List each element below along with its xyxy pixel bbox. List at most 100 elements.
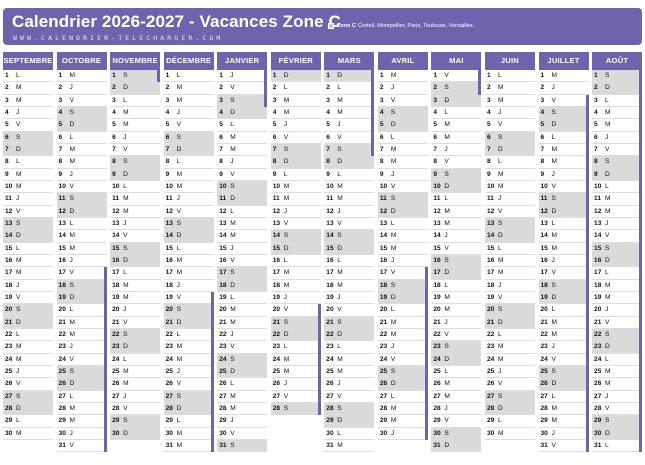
weekday-letter: M bbox=[16, 257, 22, 265]
day-number: 30 bbox=[58, 429, 66, 437]
day-row: 10 M bbox=[324, 181, 375, 194]
weekday-letter: S bbox=[444, 170, 449, 178]
day-row: 15 V bbox=[431, 243, 482, 255]
day-row: 22 J bbox=[217, 329, 268, 342]
day-row: 31 D bbox=[431, 439, 482, 453]
weekday-letter: S bbox=[337, 318, 342, 326]
weekday-letter: D bbox=[497, 318, 503, 326]
weekday-letter: M bbox=[551, 405, 558, 413]
day-row: 27 S bbox=[3, 390, 53, 403]
weekday-letter: J bbox=[605, 133, 609, 141]
weekday-letter: L bbox=[605, 355, 609, 363]
weekday-letter: J bbox=[444, 318, 448, 326]
day-number: 18 bbox=[219, 281, 227, 289]
weekday-letter: V bbox=[444, 331, 449, 339]
day-row: 16 J bbox=[377, 255, 428, 268]
weekday-letter: M bbox=[337, 368, 343, 376]
day-row: 26 J bbox=[324, 378, 375, 391]
weekday-letter: V bbox=[123, 405, 128, 413]
weekday-letter: J bbox=[444, 405, 448, 413]
day-number: 3 bbox=[486, 96, 491, 104]
weekday-letter: S bbox=[283, 405, 289, 413]
day-row: 23 M bbox=[163, 341, 214, 354]
weekday-letter: M bbox=[605, 207, 611, 215]
weekday-letter: S bbox=[497, 392, 503, 400]
weekday-letter: S bbox=[497, 220, 503, 228]
day-row: 27 V bbox=[270, 391, 321, 403]
day-number: 21 bbox=[165, 318, 173, 326]
day-number: 4 bbox=[58, 109, 63, 117]
day-row: 26 D bbox=[56, 378, 107, 391]
legend-swatch bbox=[328, 23, 334, 29]
day-row: 19 M bbox=[431, 292, 482, 305]
day-number: 20 bbox=[540, 306, 548, 314]
day-number: 13 bbox=[272, 220, 281, 228]
weekday-letter: M bbox=[123, 195, 129, 203]
day-row: 25 L bbox=[431, 366, 482, 379]
day-number: 11 bbox=[433, 195, 441, 203]
day-number: 6 bbox=[58, 133, 63, 141]
weekday-letter: M bbox=[69, 417, 76, 425]
day-row: 15 D bbox=[324, 242, 375, 255]
day-row: 10 M bbox=[163, 181, 214, 194]
day-number: 18 bbox=[272, 281, 281, 289]
day-number: 21 bbox=[594, 318, 602, 326]
day-number: 9 bbox=[5, 170, 9, 178]
month-header: NOVEMBRE bbox=[110, 52, 161, 70]
weekday-letter: V bbox=[497, 380, 503, 388]
day-number: 18 bbox=[540, 281, 548, 289]
weekday-letter: D bbox=[176, 405, 182, 413]
day-row: 14 S bbox=[270, 230, 321, 243]
weekday-letter: J bbox=[337, 121, 341, 129]
day-number: 26 bbox=[379, 380, 388, 388]
day-number: 7 bbox=[540, 146, 545, 154]
day-number: 12 bbox=[540, 207, 548, 215]
day-row: 17 M bbox=[484, 267, 535, 280]
day-number: 3 bbox=[379, 96, 384, 104]
weekday-letter: L bbox=[230, 294, 234, 302]
day-row: 26 D bbox=[377, 378, 428, 391]
weekday-letter: S bbox=[337, 232, 342, 240]
weekday-letter: M bbox=[444, 306, 450, 314]
day-number: 31 bbox=[165, 442, 173, 449]
weekday-letter: M bbox=[16, 84, 22, 92]
holiday-bar bbox=[317, 304, 321, 416]
day-number: 5 bbox=[540, 121, 545, 129]
day-number: 30 bbox=[594, 429, 602, 437]
weekday-letter: S bbox=[337, 146, 342, 154]
weekday-letter: S bbox=[123, 417, 128, 425]
weekday-letter: L bbox=[176, 417, 181, 425]
weekday-letter: V bbox=[283, 133, 289, 141]
day-number: 21 bbox=[112, 318, 120, 326]
day-row: 22 L bbox=[163, 329, 214, 342]
day-number: 7 bbox=[379, 146, 384, 154]
weekday-letter: J bbox=[605, 392, 609, 400]
day-row: 21 D bbox=[484, 316, 535, 329]
weekday-letter: M bbox=[69, 158, 76, 166]
day-number: 7 bbox=[594, 146, 598, 154]
day-row: 11 M bbox=[324, 193, 375, 206]
day-row: 10 M bbox=[3, 181, 53, 194]
weekday-letter: D bbox=[69, 380, 75, 388]
day-row: 17 M bbox=[163, 267, 214, 280]
day-row: 15 S bbox=[110, 242, 161, 255]
weekday-letter: D bbox=[176, 146, 182, 154]
day-number: 4 bbox=[433, 109, 438, 117]
weekday-letter: M bbox=[123, 207, 129, 215]
weekday-letter: J bbox=[444, 232, 448, 240]
day-number: 25 bbox=[326, 368, 334, 376]
day-number: 13 bbox=[326, 220, 334, 228]
day-number: 8 bbox=[433, 158, 438, 166]
day-row: 23 L bbox=[270, 341, 321, 354]
day-number: 25 bbox=[165, 368, 173, 376]
day-row: 23 M bbox=[484, 341, 535, 354]
